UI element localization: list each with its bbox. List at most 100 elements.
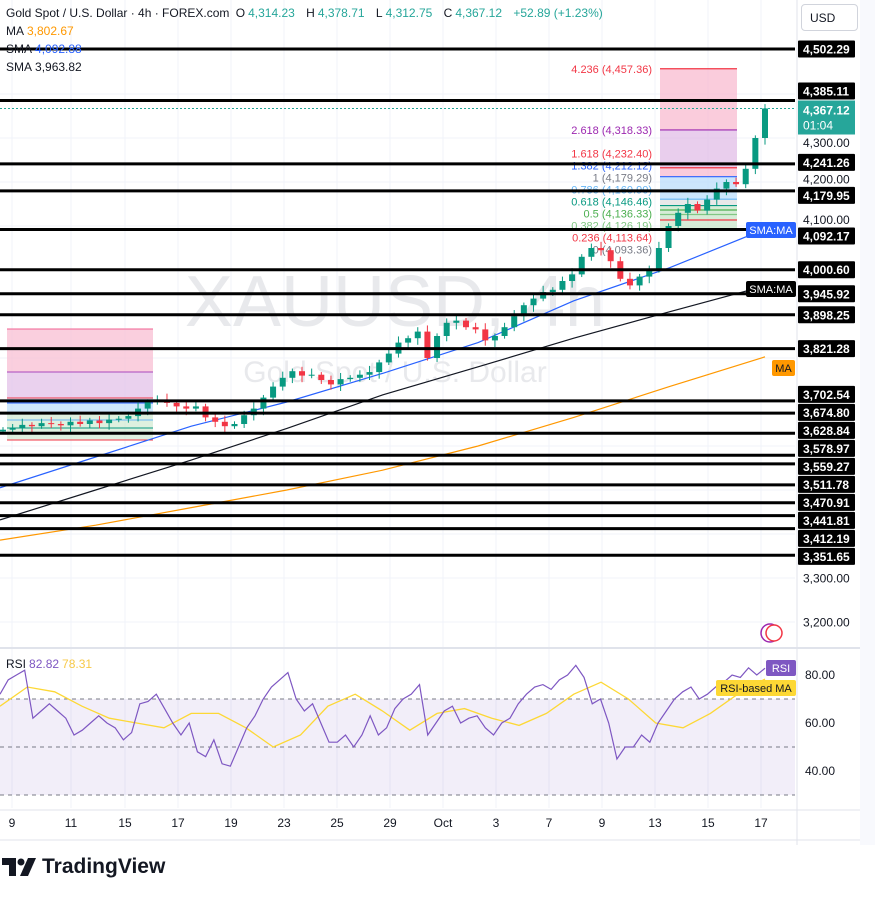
candle — [106, 419, 113, 424]
price-level-label-bg — [798, 421, 855, 439]
candle — [742, 168, 749, 185]
candle — [588, 248, 595, 257]
price-level-label: 3,821.28 — [798, 340, 855, 358]
price-level-label: 3,674.80 — [798, 403, 855, 421]
fib-level-label: 0.618 (4,146.46) — [571, 197, 652, 209]
time-axis-tick: 9 — [9, 816, 16, 830]
tradingview-logo[interactable]: TradingView — [2, 855, 165, 879]
time-axis-tick: 11 — [65, 816, 78, 830]
sma-slow-tag: SMA:MA — [749, 284, 793, 296]
price-axis-tick: 3,300.00 — [803, 572, 850, 586]
price-level-label: 3,470.91 — [798, 493, 855, 511]
price-level-label-text: 3,702.54 — [803, 388, 850, 402]
candle — [241, 415, 248, 424]
sma-slow-line — [0, 285, 766, 521]
ma-line — [0, 356, 766, 541]
price-level-label-text: 3,441.81 — [803, 514, 850, 528]
price-level-label-bg — [798, 385, 855, 403]
candle — [655, 248, 662, 270]
candle — [86, 420, 93, 424]
fib-zone — [660, 191, 737, 200]
fib-zone — [660, 167, 737, 177]
fib-zone-left-mid — [7, 372, 153, 398]
price-level-label-text: 3,578.97 — [803, 442, 850, 456]
sma-fast-legend[interactable]: SMA 4,092.88 — [6, 42, 82, 56]
price-level-label-bg — [798, 439, 855, 457]
time-axis-tick: 17 — [754, 816, 768, 830]
rsi-axis-tick: 80.00 — [805, 668, 835, 682]
price-level-label: 3,898.25 — [798, 306, 855, 324]
price-level-label-bg — [798, 82, 855, 100]
sma-fast-tag: SMA:MA — [749, 225, 793, 237]
countdown-timer: 01:04 — [803, 119, 833, 133]
candle — [569, 274, 576, 281]
candle — [260, 397, 267, 409]
rsi-legend[interactable]: RSI 82.82 78.31 — [6, 657, 93, 671]
candle — [762, 108, 768, 138]
candle — [270, 386, 277, 398]
candle — [511, 316, 518, 328]
ma-tag: MA — [775, 363, 792, 375]
fib-level-label: 0 (4,093.36) — [593, 245, 652, 257]
price-axis-tick: 3,200.00 — [803, 616, 850, 630]
price-level-label: 3,945.92 — [798, 285, 855, 303]
candle — [356, 374, 363, 378]
time-axis-tick: Oct — [434, 816, 453, 830]
candle — [289, 371, 296, 378]
time-axis-tick: 15 — [118, 816, 132, 830]
currency-button[interactable]: USD — [801, 4, 858, 31]
candle — [366, 372, 373, 375]
fib-level-label: 0.5 (4,136.33) — [584, 209, 653, 221]
candle — [598, 248, 605, 251]
candle — [626, 278, 633, 286]
time-axis-tick: 7 — [546, 816, 553, 830]
time-axis-tick: 23 — [277, 816, 291, 830]
price-level-label: 4,092.17 — [798, 227, 855, 245]
current-price-value: 4,367.12 — [803, 104, 850, 118]
price-level-label-bg — [798, 227, 855, 245]
candle — [491, 336, 498, 341]
price-level-label: 4,000.60 — [798, 261, 855, 279]
candle — [713, 188, 720, 200]
ma-tag-bg — [772, 360, 795, 376]
candle — [327, 380, 334, 385]
low-value: 4,312.75 — [385, 6, 433, 20]
candle — [19, 424, 26, 429]
candle — [424, 331, 431, 358]
candle — [385, 353, 392, 363]
price-level-label-text: 3,821.28 — [803, 342, 850, 356]
price-level-label-bg — [798, 40, 855, 58]
candle — [57, 424, 64, 426]
candle — [520, 305, 527, 317]
candle — [646, 270, 653, 277]
fib-level-label: 1.618 (4,232.40) — [571, 149, 652, 161]
candle — [453, 320, 460, 323]
price-level-label: 3,511.78 — [798, 475, 855, 493]
high-value: 4,378.71 — [317, 6, 365, 20]
fib-zone — [660, 129, 737, 168]
price-axis-tick: 4,300.00 — [803, 136, 850, 150]
time-axis-tick: 15 — [701, 816, 715, 830]
rsi-band — [0, 699, 795, 795]
chart-canvas[interactable]: XAUUSD, 4h Gold Spot / U.S. Dollar 4.236 (… — [0, 0, 875, 845]
price-axis-tick: 4,100.00 — [803, 213, 850, 227]
ma-legend[interactable]: MA 3,802.67 — [6, 24, 74, 38]
flag-icon-circle — [765, 624, 783, 642]
price-level-label-text: 4,000.60 — [803, 263, 850, 277]
candle — [752, 138, 759, 169]
candle — [318, 374, 325, 380]
candle — [67, 421, 74, 426]
candle — [77, 421, 84, 424]
candle — [733, 182, 740, 185]
fib-zone — [660, 176, 737, 192]
rsi-tag: RSI — [772, 663, 790, 675]
candle — [48, 423, 55, 425]
price-level-label: 4,385.11 — [798, 82, 855, 100]
time-axis-tick: 25 — [330, 816, 344, 830]
price-level-label: 3,441.81 — [798, 511, 855, 529]
fib-level-label: 4.236 (4,457.36) — [571, 64, 652, 76]
price-level-label: 3,578.97 — [798, 439, 855, 457]
price-level-label-text: 3,898.25 — [803, 308, 850, 322]
candle — [607, 250, 614, 262]
sma-slow-legend[interactable]: SMA 3,963.82 — [6, 60, 82, 74]
